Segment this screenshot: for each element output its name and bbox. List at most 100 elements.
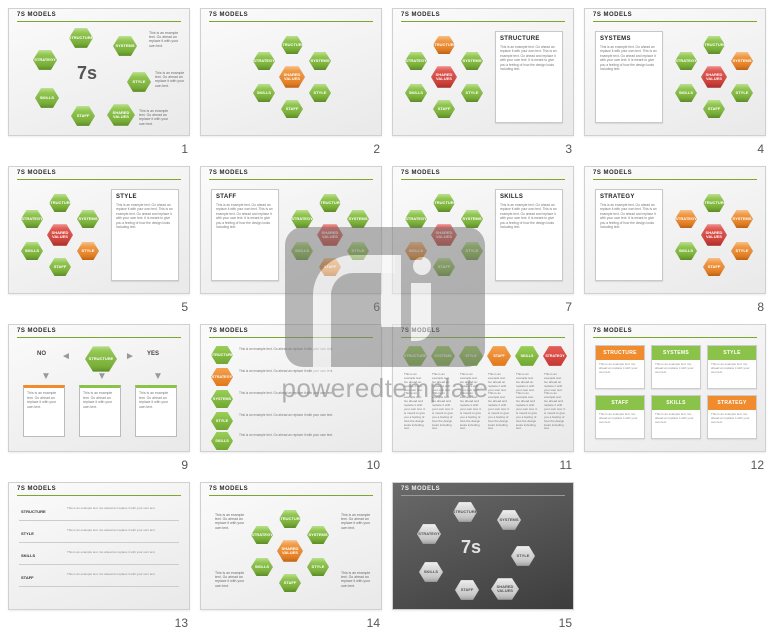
slide-15[interactable]: 7S MODELS STRUCTURE SYSTEMS STRATEGY STY… <box>392 482 574 610</box>
slide-13[interactable]: 7S MODELS STRUCTURE This is an example t… <box>8 482 190 610</box>
slide-7[interactable]: 7S MODELS SHARED VALUES STRUCTURE SYSTEM… <box>392 166 574 294</box>
panel-title: STYLE <box>116 194 174 200</box>
hex-center: SHARED VALUES <box>431 223 457 247</box>
info-panel: STRATEGY This is an example text. Go ahe… <box>595 189 663 281</box>
title-underline <box>17 21 181 22</box>
hex-bl: SKILLS <box>291 241 313 261</box>
slide-11[interactable]: 7S MODELS STRUCTURE SYSTEMS STYLE STAFF … <box>392 324 574 452</box>
card-body: This is an example text. Go ahead an rep… <box>596 410 644 428</box>
slide-2[interactable]: 7S MODELS SHARED VALUES STRUCTURE SYSTEM… <box>200 8 382 136</box>
caption: This is an example text. Go ahead an rep… <box>149 31 181 48</box>
cell-8: 7S MODELS SHARED VALUES STRUCTURE SYSTEM… <box>584 166 766 314</box>
slide-4[interactable]: 7S MODELS SHARED VALUES STRUCTURE SYSTEM… <box>584 8 766 136</box>
title-underline <box>17 495 181 496</box>
hex-bl: SKILLS <box>675 83 697 103</box>
panel-body: This is an example text. Go ahead an rep… <box>500 45 558 72</box>
row-label: STAFF <box>21 575 34 580</box>
slide-6[interactable]: 7S MODELS SHARED VALUES STRUCTURE SYSTEM… <box>200 166 382 294</box>
row-hex: SYSTEMS <box>211 389 233 409</box>
hex-bl: SKILLS <box>21 241 43 261</box>
table-row: STRUCTURE This is an example text. Go ah… <box>19 505 179 521</box>
slide-number: 12 <box>751 458 764 472</box>
slide-14[interactable]: 7S MODELS SHARED VALUES STRUCTURE SYSTEM… <box>200 482 382 610</box>
thumbnail-grid: 7S MODELS STRUCTURE SYSTEMS STRATEGY STY… <box>0 0 770 630</box>
slide-number: 11 <box>560 458 572 472</box>
panel-body: This is an example text. Go ahead an rep… <box>500 203 558 230</box>
center-7s: 7s <box>77 63 97 84</box>
col-text: This is an example text. Go ahead an rep… <box>460 373 482 441</box>
hex-bl: SKILLS <box>253 83 275 103</box>
slide-5[interactable]: 7S MODELS SHARED VALUES STRUCTURE SYSTEM… <box>8 166 190 294</box>
slide-number: 6 <box>373 300 380 314</box>
hex-tr: SYSTEMS <box>461 209 483 229</box>
cell-12: 7S MODELS STRUCTURE This is an example t… <box>584 324 766 472</box>
col-text: This is an example text. Go ahead an rep… <box>516 373 538 441</box>
row-text: This is an example text. Go ahead an rep… <box>239 413 371 417</box>
info-panel: STAFF This is an example text. Go ahead … <box>211 189 279 281</box>
card: SYSTEMS This is an example text. Go ahea… <box>651 345 701 389</box>
slide-9[interactable]: 7S MODELS STRUCTURE NO YES ◄ ► ▼ ▼ ▼ Thi… <box>8 324 190 452</box>
slide-12[interactable]: 7S MODELS STRUCTURE This is an example t… <box>584 324 766 452</box>
arrow-down-icon: ▼ <box>41 371 51 382</box>
slide-number: 4 <box>757 142 764 156</box>
hex-tr: SYSTEMS <box>77 209 99 229</box>
hex: SHARED VALUES <box>491 577 519 601</box>
panel-title: STRUCTURE <box>500 36 558 42</box>
card: STAFF This is an example text. Go ahead … <box>595 395 645 439</box>
hex: STAFF <box>455 579 479 601</box>
hex: STRUCTURE <box>453 501 477 523</box>
slide-number: 14 <box>367 616 380 630</box>
hex: STRATEGY <box>417 523 441 545</box>
slide-title: 7S MODELS <box>401 486 440 492</box>
col-text: This is an example text. Go ahead an rep… <box>404 373 426 441</box>
row-label: SKILLS <box>21 553 35 558</box>
title-underline <box>401 337 565 338</box>
slide-title: 7S MODELS <box>401 328 440 334</box>
slide-title: 7S MODELS <box>593 170 632 176</box>
title-underline <box>593 337 757 338</box>
slide-10[interactable]: 7S MODELS STRUCTURE This is an example t… <box>200 324 382 452</box>
panel-body: This is an example text. Go ahead an rep… <box>116 203 174 230</box>
slide-number: 1 <box>181 142 188 156</box>
cell-3: 7S MODELS SHARED VALUES STRUCTURE SYSTEM… <box>392 8 574 156</box>
slide-number: 9 <box>181 458 188 472</box>
cell-13: 7S MODELS STRUCTURE This is an example t… <box>8 482 190 630</box>
title-underline <box>593 179 757 180</box>
flow-box: This is an example text. Go ahead an rep… <box>23 385 65 437</box>
row-text: This is an example text. Go ahead an rep… <box>239 369 371 373</box>
slide-number: 15 <box>559 616 572 630</box>
slide-title: 7S MODELS <box>209 328 248 334</box>
row-text: This is an example text. Go ahead an rep… <box>67 573 177 577</box>
slide-number: 10 <box>367 458 380 472</box>
caption: This is an example text. Go ahead an rep… <box>215 571 247 588</box>
cell-4: 7S MODELS SHARED VALUES STRUCTURE SYSTEM… <box>584 8 766 156</box>
row-label: STYLE <box>21 531 34 536</box>
col-hex: STAFF <box>487 345 511 367</box>
slide-3[interactable]: 7S MODELS SHARED VALUES STRUCTURE SYSTEM… <box>392 8 574 136</box>
col-text: This is an example text. Go ahead an rep… <box>488 373 510 441</box>
hex-center: SHARED VALUES <box>701 65 727 89</box>
title-underline <box>209 337 373 338</box>
info-panel: SYSTEMS This is an example text. Go ahea… <box>595 31 663 123</box>
cell-11: 7S MODELS STRUCTURE SYSTEMS STYLE STAFF … <box>392 324 574 472</box>
caption: This is an example text. Go ahead an rep… <box>139 109 171 126</box>
hex-br: STYLE <box>309 83 331 103</box>
flow-box: This is an example text. Go ahead an rep… <box>135 385 177 437</box>
cell-15: 7S MODELS STRUCTURE SYSTEMS STRATEGY STY… <box>392 482 574 630</box>
slide-title: 7S MODELS <box>17 170 56 176</box>
hex-tr: SYSTEMS <box>461 51 483 71</box>
title-underline <box>17 179 181 180</box>
hex-tr: SYSTEMS <box>731 51 753 71</box>
caption: This is an example text. Go ahead an rep… <box>341 571 373 588</box>
slide-title: 7S MODELS <box>17 328 56 334</box>
hex-tl: STRATEGY <box>291 209 313 229</box>
hex-bl: SKILLS <box>405 241 427 261</box>
slide-title: 7S MODELS <box>593 328 632 334</box>
hex-br: STYLE <box>461 83 483 103</box>
hex-style: STYLE <box>127 71 151 93</box>
hex-structure: STRUCTURE <box>69 27 93 49</box>
slide-1[interactable]: 7S MODELS STRUCTURE SYSTEMS STRATEGY STY… <box>8 8 190 136</box>
hex-b: STAFF <box>433 257 455 277</box>
slide-8[interactable]: 7S MODELS SHARED VALUES STRUCTURE SYSTEM… <box>584 166 766 294</box>
row-hex: STYLE <box>211 411 233 431</box>
